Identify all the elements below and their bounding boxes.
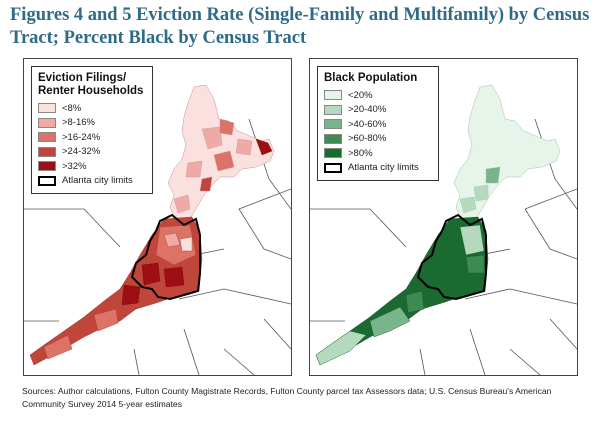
legend-swatch bbox=[38, 161, 56, 172]
legend-item: >16-24% bbox=[38, 131, 146, 144]
legend-item: >80% bbox=[324, 147, 432, 160]
legend-item: <20% bbox=[324, 89, 432, 102]
legend-item: >40-60% bbox=[324, 118, 432, 131]
black-population-map: Black Population <20% >20-40% >40-60% >6… bbox=[309, 58, 578, 376]
legend-label: >32% bbox=[62, 160, 87, 172]
legend-label: >40-60% bbox=[348, 118, 387, 130]
legend-label: Atlanta city limits bbox=[348, 162, 419, 174]
legend-item: >24-32% bbox=[38, 146, 146, 159]
legend-label: >8-16% bbox=[62, 117, 96, 129]
legend-item-city-limits: Atlanta city limits bbox=[38, 175, 146, 188]
legend-title: Black Population bbox=[324, 72, 418, 84]
legend-item: <8% bbox=[38, 102, 146, 115]
legend-swatch-outline bbox=[324, 162, 342, 173]
legend-label: >20-40% bbox=[348, 104, 387, 116]
eviction-rate-map: Eviction Filings/ Renter Households <8% … bbox=[23, 58, 292, 376]
legend-label: <8% bbox=[62, 102, 82, 114]
legend-item: >60-80% bbox=[324, 133, 432, 146]
legend-swatch bbox=[324, 119, 342, 130]
legend-title: Eviction Filings/ Renter Households bbox=[38, 72, 144, 97]
eviction-legend: Eviction Filings/ Renter Households <8% … bbox=[31, 66, 153, 194]
legend-swatch bbox=[324, 148, 342, 159]
eviction-map-canvas bbox=[24, 84, 291, 375]
eviction-choropleth bbox=[29, 84, 275, 366]
legend-label: >80% bbox=[348, 147, 373, 159]
legend-item: >8-16% bbox=[38, 117, 146, 130]
atlanta-city-limits bbox=[416, 213, 487, 301]
black-population-choropleth bbox=[315, 84, 561, 366]
atlanta-city-limits bbox=[130, 213, 201, 301]
legend-item-city-limits: Atlanta city limits bbox=[324, 162, 432, 175]
legend-label: >60-80% bbox=[348, 133, 387, 145]
legend-label: >24-32% bbox=[62, 146, 101, 158]
legend-swatch bbox=[38, 132, 56, 143]
legend-swatch bbox=[38, 103, 56, 114]
legend-swatch bbox=[38, 117, 56, 128]
source-note: Sources: Author calculations, Fulton Cou… bbox=[22, 386, 552, 409]
legend-label: Atlanta city limits bbox=[62, 175, 133, 187]
legend-label: >16-24% bbox=[62, 131, 101, 143]
legend-swatch bbox=[324, 133, 342, 144]
legend-label: <20% bbox=[348, 89, 373, 101]
legend-swatch-outline bbox=[38, 175, 56, 186]
legend-swatch bbox=[324, 104, 342, 115]
figure-title: Figures 4 and 5 Eviction Rate (Single-Fa… bbox=[10, 5, 590, 48]
legend-item: >32% bbox=[38, 160, 146, 173]
black-population-legend: Black Population <20% >20-40% >40-60% >6… bbox=[317, 66, 439, 181]
legend-item: >20-40% bbox=[324, 104, 432, 117]
legend-swatch bbox=[324, 90, 342, 101]
legend-swatch bbox=[38, 146, 56, 157]
